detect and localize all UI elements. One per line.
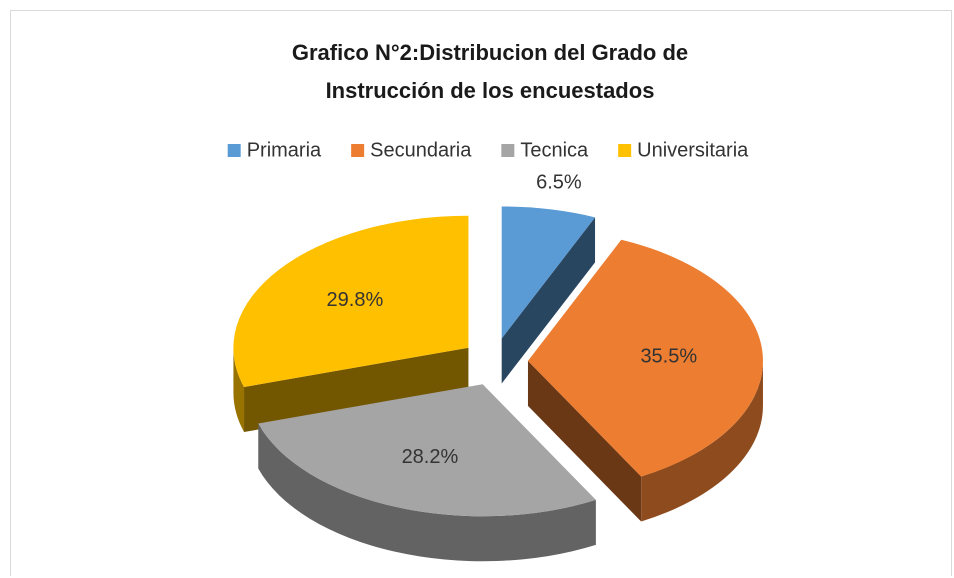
data-label: 28.2% [402,446,459,468]
slice-side [244,347,469,432]
slice [527,239,763,477]
slice-side [501,217,596,384]
legend-label: Secundaria [370,139,472,161]
legend-swatch [618,144,632,157]
slice [501,206,596,339]
legend-swatch [227,144,241,157]
slice-wall [641,360,763,522]
data-label: 6.5% [536,172,582,194]
data-label: 29.8% [327,289,384,311]
slice-side [527,360,642,522]
legend-label: Tecnica [520,139,589,161]
slice-wall [258,423,596,562]
legend-swatch [351,144,365,157]
legend-label: Primaria [247,139,322,161]
slice-wall [233,347,245,432]
chart-title: Grafico N°2:Distribucion del Grado de In… [291,40,689,103]
slice [258,384,596,517]
chart-border [10,10,952,576]
legend-label: Universitaria [637,139,749,161]
data-label: 35.5% [640,345,697,367]
legend-swatch [501,144,515,157]
slice [233,215,469,387]
